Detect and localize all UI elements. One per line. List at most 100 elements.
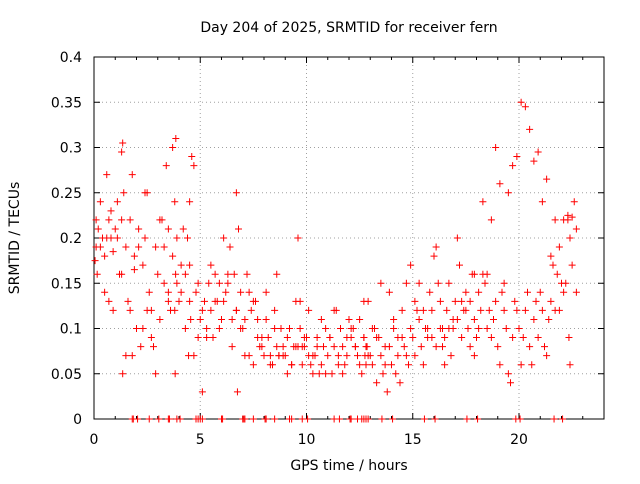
data-point — [235, 225, 242, 233]
data-point — [360, 297, 368, 305]
data-point — [492, 297, 500, 305]
data-point — [502, 325, 510, 332]
data-point — [177, 261, 185, 269]
x-tick-label: 20 — [510, 432, 528, 448]
data-point — [394, 334, 402, 342]
data-point — [570, 198, 578, 206]
grid — [94, 57, 604, 419]
data-point — [283, 370, 291, 378]
data-point — [172, 134, 180, 142]
data-point — [532, 297, 540, 305]
data-point — [341, 361, 349, 369]
data-point — [496, 361, 504, 369]
data-point — [271, 306, 279, 314]
data-point — [453, 234, 461, 242]
data-point — [392, 370, 400, 378]
data-point — [547, 252, 555, 260]
data-point — [209, 334, 217, 342]
data-point — [530, 315, 538, 323]
data-point — [266, 361, 274, 369]
data-point — [203, 325, 211, 332]
data-point — [262, 288, 270, 296]
data-point — [262, 415, 270, 423]
data-point — [322, 370, 330, 378]
data-point — [230, 270, 238, 278]
data-point — [224, 279, 232, 287]
data-point — [198, 388, 206, 396]
chart-title: Day 204 of 2025, SRMTID for receiver fer… — [200, 20, 497, 36]
data-point — [481, 279, 489, 287]
data-point — [273, 270, 281, 278]
data-point — [254, 334, 262, 342]
data-point — [330, 343, 338, 351]
data-point — [196, 315, 204, 323]
data-point — [543, 352, 551, 360]
data-point — [487, 334, 495, 342]
data-point — [378, 415, 386, 423]
data-point — [162, 162, 170, 170]
data-point — [526, 343, 534, 351]
data-point — [513, 153, 521, 161]
data-point — [118, 270, 126, 278]
data-point — [477, 306, 485, 314]
data-point — [456, 261, 463, 269]
data-point — [526, 125, 534, 133]
data-point — [500, 279, 508, 287]
data-point — [432, 243, 440, 251]
y-tick-label: 0.4 — [60, 50, 82, 66]
data-point — [458, 297, 466, 305]
data-point — [453, 315, 461, 323]
data-point — [551, 216, 559, 224]
data-point — [383, 388, 391, 396]
data-point — [135, 225, 143, 233]
data-point — [130, 252, 138, 260]
data-point — [122, 352, 130, 360]
data-point — [431, 415, 439, 423]
data-point — [377, 279, 385, 287]
data-point — [415, 315, 423, 323]
data-point — [464, 325, 472, 332]
data-point — [277, 325, 285, 332]
data-point — [96, 243, 104, 251]
data-point — [517, 361, 525, 369]
data-point — [466, 297, 474, 305]
data-point — [175, 297, 183, 305]
data-point — [103, 234, 111, 242]
data-point — [211, 270, 219, 278]
data-point — [390, 325, 398, 332]
data-point — [109, 306, 117, 314]
data-point — [402, 352, 410, 360]
data-point — [309, 370, 317, 378]
data-point — [243, 270, 251, 278]
data-point — [470, 352, 478, 360]
data-point — [328, 370, 336, 378]
data-point — [215, 279, 223, 287]
data-point — [322, 325, 330, 332]
data-point — [326, 334, 334, 342]
data-point — [390, 315, 398, 323]
data-point — [517, 98, 525, 106]
data-point — [91, 257, 99, 265]
data-point — [361, 352, 369, 360]
data-point — [549, 261, 557, 269]
data-point — [198, 415, 206, 423]
data-point — [305, 306, 313, 314]
data-point — [512, 415, 520, 423]
data-point — [207, 306, 215, 314]
data-point — [379, 370, 387, 378]
data-point — [432, 343, 440, 351]
data-point — [177, 288, 185, 296]
data-point — [122, 243, 130, 251]
data-point — [128, 171, 136, 179]
data-point — [317, 361, 325, 369]
data-point — [164, 288, 172, 296]
data-point — [356, 361, 364, 369]
data-point — [317, 315, 325, 323]
data-point — [524, 288, 531, 296]
data-point — [152, 370, 160, 378]
data-point — [324, 352, 332, 360]
data-point — [411, 297, 419, 305]
data-point — [400, 343, 408, 351]
data-point — [171, 306, 179, 314]
data-point — [215, 325, 223, 332]
